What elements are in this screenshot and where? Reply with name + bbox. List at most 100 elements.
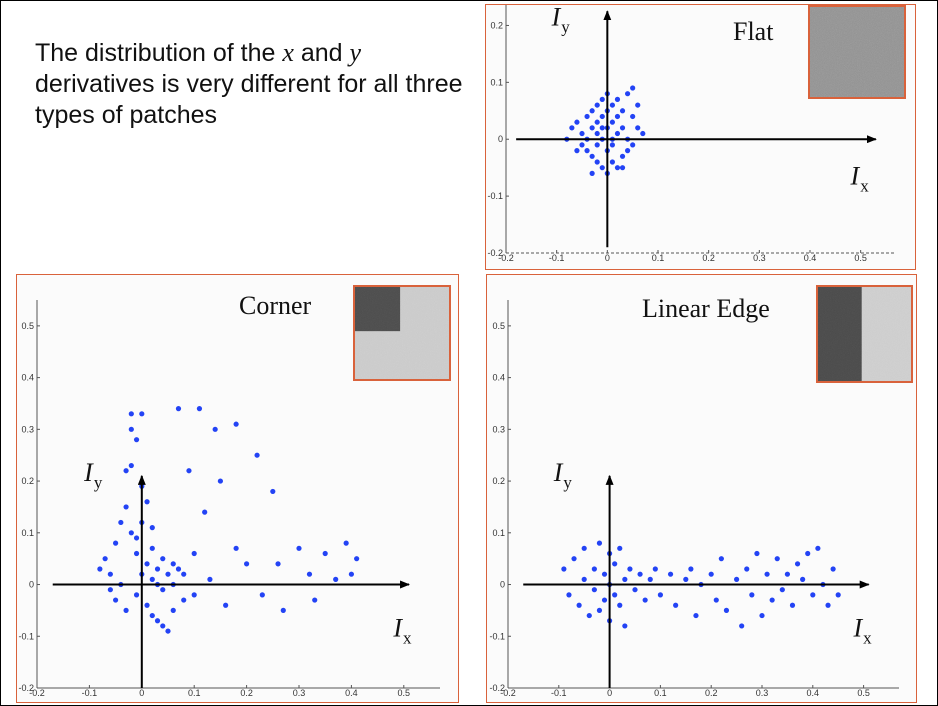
plot-frame bbox=[36, 300, 440, 689]
x-axis-label: Ix bbox=[392, 613, 412, 647]
data-point bbox=[574, 119, 580, 125]
data-point bbox=[667, 571, 674, 577]
data-point bbox=[191, 550, 197, 557]
data-point bbox=[354, 556, 360, 562]
data-point bbox=[805, 550, 811, 557]
data-point bbox=[343, 540, 349, 546]
data-point bbox=[170, 561, 176, 567]
data-point bbox=[571, 556, 577, 562]
data-point bbox=[614, 165, 621, 171]
data-point bbox=[186, 468, 192, 474]
data-point bbox=[107, 587, 113, 593]
data-point bbox=[233, 421, 239, 427]
data-point bbox=[789, 602, 796, 608]
data-point bbox=[619, 108, 626, 114]
x-tick-label: -0.1 bbox=[551, 688, 567, 698]
y-tick-label: -0.1 bbox=[489, 631, 505, 641]
y-tick-label: 0.4 bbox=[21, 373, 34, 383]
data-point bbox=[779, 587, 785, 593]
data-point bbox=[160, 623, 166, 629]
caption-var-x: x bbox=[282, 38, 294, 67]
data-point bbox=[625, 148, 631, 154]
data-point bbox=[723, 607, 730, 613]
data-point bbox=[128, 462, 134, 469]
x-tick-label: 0.4 bbox=[804, 253, 817, 263]
x-tick-label: 0 bbox=[607, 688, 612, 698]
data-point bbox=[589, 170, 595, 176]
data-point bbox=[133, 550, 140, 557]
data-point bbox=[123, 607, 129, 613]
y-tick-label: -0.2 bbox=[487, 248, 503, 258]
y-tick-label: 0.4 bbox=[492, 373, 505, 383]
data-point bbox=[144, 499, 150, 505]
data-point bbox=[635, 102, 641, 108]
data-point bbox=[769, 597, 775, 603]
x-tick-label: 0.2 bbox=[705, 688, 718, 698]
x-tick-label: 0.5 bbox=[854, 253, 867, 263]
data-point bbox=[599, 165, 605, 171]
caption-text-3: derivatives is very different for all th… bbox=[35, 70, 463, 129]
x-tick-label: 0.1 bbox=[654, 688, 667, 698]
data-point bbox=[594, 102, 600, 108]
data-point bbox=[759, 612, 765, 619]
data-point bbox=[673, 602, 679, 608]
x-tick-label: 0.1 bbox=[188, 688, 201, 698]
data-point bbox=[794, 561, 801, 567]
y-tick-label: 0.5 bbox=[21, 321, 34, 331]
data-point bbox=[165, 571, 171, 577]
flat-plot-panel: -0.2 -0.1 0 0.1 0.2 -0.2 -0.1 0 0.1 0.2 0.3 0.4 0.5 I… bbox=[485, 4, 916, 270]
data-point bbox=[599, 113, 605, 120]
data-point bbox=[207, 576, 213, 582]
data-point bbox=[734, 576, 740, 582]
data-point bbox=[640, 130, 646, 137]
data-point bbox=[614, 113, 621, 120]
flat-patch-thumbnail bbox=[808, 5, 906, 99]
x-axis-label: Ix bbox=[850, 162, 870, 196]
data-point bbox=[97, 566, 103, 572]
data-point bbox=[191, 592, 197, 598]
data-point bbox=[160, 556, 166, 562]
data-point bbox=[149, 612, 155, 619]
x-axis-label: Ix bbox=[852, 613, 872, 647]
y-axis-label: Iy bbox=[551, 5, 571, 36]
flat-scatter-chart: -0.2 -0.1 0 0.1 0.2 -0.2 -0.1 0 0.1 0.2 0.3 0.4 0.5 I… bbox=[487, 5, 896, 263]
data-point bbox=[579, 142, 585, 148]
y-tick-label: 0.2 bbox=[490, 20, 503, 30]
data-point bbox=[749, 592, 755, 598]
data-point bbox=[581, 576, 587, 582]
data-point bbox=[196, 406, 203, 412]
data-point bbox=[149, 576, 155, 582]
data-point bbox=[579, 130, 585, 137]
data-point bbox=[754, 550, 760, 557]
data-point bbox=[594, 119, 600, 125]
data-point bbox=[133, 592, 140, 598]
data-point bbox=[154, 618, 161, 624]
data-point bbox=[657, 592, 663, 598]
data-point bbox=[599, 96, 605, 102]
data-point bbox=[614, 96, 621, 102]
data-point bbox=[693, 612, 699, 619]
data-point bbox=[609, 159, 615, 165]
data-point bbox=[630, 85, 636, 91]
data-point bbox=[566, 592, 572, 598]
data-point bbox=[601, 571, 608, 577]
x-tick-label: 0.4 bbox=[807, 688, 820, 698]
data-point bbox=[589, 108, 595, 114]
plot-frame bbox=[507, 300, 899, 689]
data-point bbox=[586, 612, 592, 619]
flat-plot-title: Flat bbox=[733, 17, 774, 46]
x-tick-label: 0.3 bbox=[293, 688, 306, 698]
data-point bbox=[622, 623, 628, 629]
data-point bbox=[622, 576, 628, 582]
data-point bbox=[825, 602, 831, 608]
data-point bbox=[170, 607, 176, 613]
data-point bbox=[609, 102, 615, 108]
x-tick-label: 0.1 bbox=[652, 253, 665, 263]
y-tick-label: 0.2 bbox=[492, 476, 505, 486]
data-point bbox=[181, 571, 187, 577]
y-tick-label: 0.1 bbox=[492, 528, 505, 538]
data-point bbox=[280, 607, 286, 613]
data-point bbox=[642, 597, 648, 603]
y-axis-label: Iy bbox=[553, 458, 573, 492]
